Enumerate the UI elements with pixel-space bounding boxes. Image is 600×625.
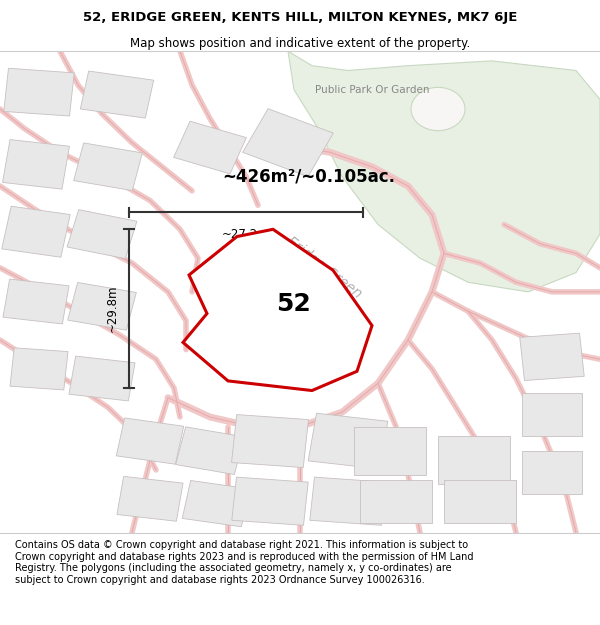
Text: Map shows position and indicative extent of the property.: Map shows position and indicative extent… [130, 37, 470, 50]
Polygon shape [74, 143, 142, 191]
Polygon shape [116, 418, 184, 464]
Polygon shape [2, 206, 70, 258]
Polygon shape [117, 476, 183, 521]
Polygon shape [232, 414, 308, 468]
Polygon shape [3, 279, 69, 324]
Polygon shape [220, 265, 302, 328]
Polygon shape [2, 139, 70, 189]
Polygon shape [68, 282, 136, 330]
Polygon shape [232, 477, 308, 525]
Text: Eridge Green: Eridge Green [284, 234, 364, 301]
Polygon shape [242, 109, 334, 177]
Text: Contains OS data © Crown copyright and database right 2021. This information is : Contains OS data © Crown copyright and d… [15, 540, 473, 585]
Text: ~29.8m: ~29.8m [106, 285, 119, 332]
Polygon shape [354, 427, 426, 475]
Polygon shape [308, 413, 388, 469]
Polygon shape [360, 479, 432, 523]
Polygon shape [522, 451, 582, 494]
Text: 52: 52 [276, 292, 310, 316]
Text: 52, ERIDGE GREEN, KENTS HILL, MILTON KEYNES, MK7 6JE: 52, ERIDGE GREEN, KENTS HILL, MILTON KEY… [83, 11, 517, 24]
Polygon shape [310, 477, 386, 525]
Polygon shape [520, 333, 584, 381]
Polygon shape [10, 348, 68, 390]
Polygon shape [438, 436, 510, 484]
Polygon shape [176, 427, 244, 474]
Polygon shape [183, 229, 372, 391]
Text: Public Park Or Garden: Public Park Or Garden [315, 85, 429, 95]
Polygon shape [522, 393, 582, 436]
Polygon shape [444, 479, 516, 523]
Polygon shape [4, 68, 74, 116]
Polygon shape [182, 481, 250, 527]
Circle shape [411, 88, 465, 131]
Text: ~27.2m: ~27.2m [222, 228, 270, 241]
Polygon shape [67, 209, 137, 259]
Polygon shape [288, 51, 600, 292]
Polygon shape [80, 71, 154, 118]
Polygon shape [69, 356, 135, 401]
Polygon shape [173, 121, 247, 174]
Text: ~426m²/~0.105ac.: ~426m²/~0.105ac. [222, 168, 395, 186]
